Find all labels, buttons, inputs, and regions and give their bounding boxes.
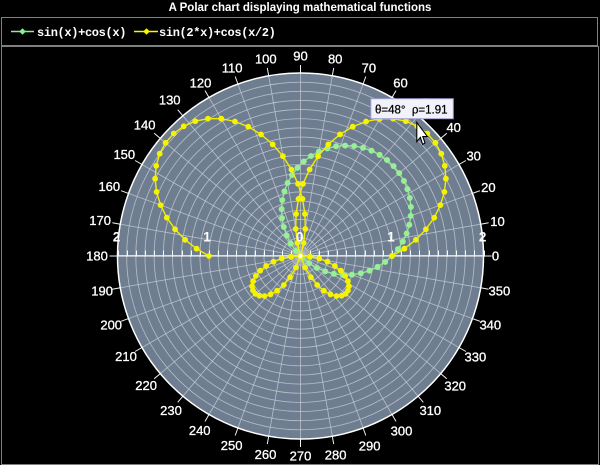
svg-text:90: 90 [293,49,307,64]
svg-text:80: 80 [328,52,342,67]
svg-text:160: 160 [98,179,120,194]
svg-text:210: 210 [115,349,137,364]
svg-text:190: 190 [91,284,113,299]
svg-text:0: 0 [296,230,304,245]
svg-text:70: 70 [362,61,376,76]
svg-text:60: 60 [393,75,407,90]
svg-text:140: 140 [134,118,156,133]
svg-text:290: 290 [359,438,381,453]
svg-text:120: 120 [190,75,212,90]
svg-text:230: 230 [160,403,182,418]
svg-text:250: 250 [221,438,243,453]
svg-text:0: 0 [492,249,499,264]
svg-text:1: 1 [203,230,211,245]
svg-text:180: 180 [86,249,108,264]
svg-text:20: 20 [481,180,495,195]
svg-text:340: 340 [479,318,501,333]
svg-text:100: 100 [255,52,277,67]
svg-text:2: 2 [479,230,487,245]
svg-text:300: 300 [391,423,413,438]
svg-text:110: 110 [222,61,243,76]
svg-text:2: 2 [113,230,121,245]
svg-text:220: 220 [135,378,157,393]
svg-text:280: 280 [325,447,347,462]
svg-text:1: 1 [387,230,395,245]
svg-text:350: 350 [489,284,511,299]
svg-text:40: 40 [446,120,460,135]
svg-text:130: 130 [159,93,181,108]
svg-text:10: 10 [490,214,504,229]
svg-text:150: 150 [113,147,135,162]
svg-text:270: 270 [290,449,312,464]
svg-text:330: 330 [465,350,487,365]
svg-text:θ=48° ρ=1.91: θ=48° ρ=1.91 [375,105,448,117]
svg-text:30: 30 [466,149,480,164]
svg-text:320: 320 [444,378,466,393]
svg-text:260: 260 [255,447,277,462]
svg-text:310: 310 [419,403,441,418]
svg-text:200: 200 [100,317,122,332]
svg-text:240: 240 [189,423,211,438]
svg-text:170: 170 [89,213,111,228]
